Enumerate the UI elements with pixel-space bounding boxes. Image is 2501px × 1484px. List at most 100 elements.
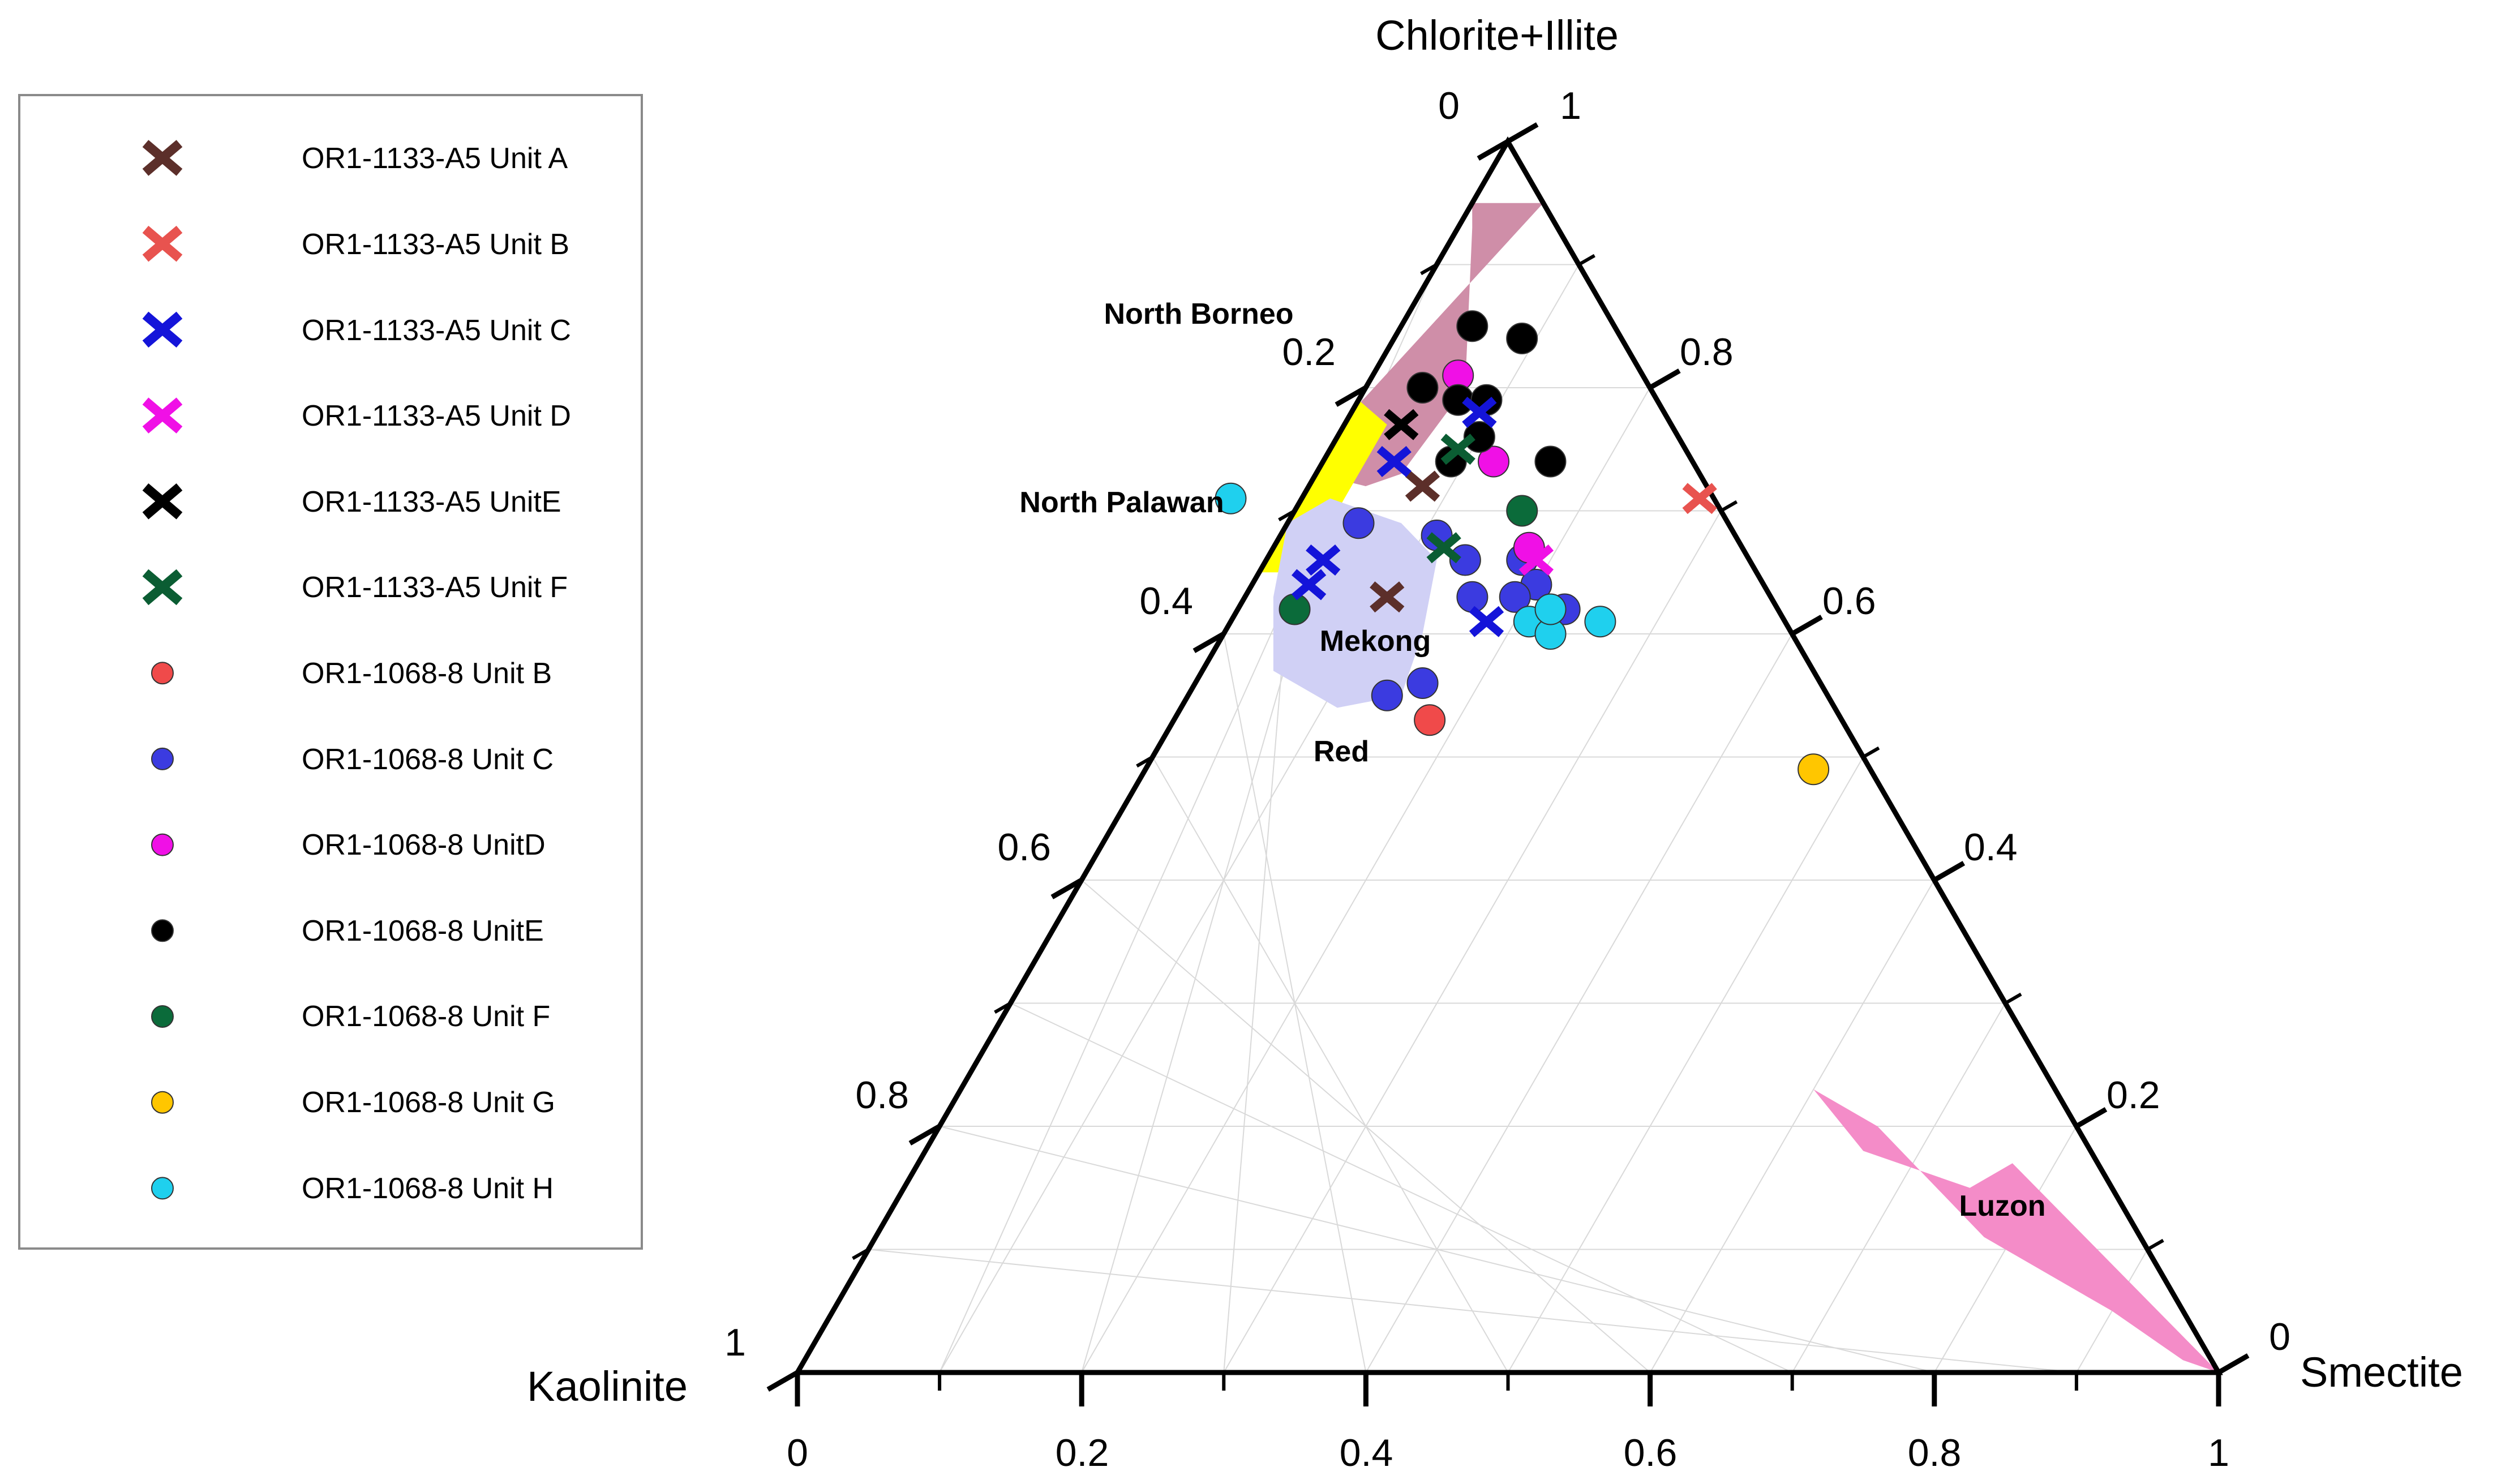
x-marker-stroke	[142, 397, 183, 434]
left-tick	[1477, 139, 1509, 161]
legend-entry-label: OR1-1133-A5 Unit B	[302, 228, 569, 261]
data-points	[1215, 310, 1830, 786]
grid-line	[1152, 756, 1509, 1373]
data-point-x	[1682, 483, 1717, 514]
region-label-red: Red	[1314, 735, 1369, 768]
data-point-x	[1469, 606, 1504, 637]
right-tick	[1648, 368, 1681, 390]
grid	[868, 264, 2148, 1373]
left-tick	[994, 1001, 1011, 1014]
bottom-tick-label: 1	[2208, 1431, 2229, 1474]
legend-entry-label: OR1-1133-A5 UnitE	[302, 486, 561, 518]
bottom-tick-label: 0.6	[1624, 1431, 1678, 1474]
left-tick	[1192, 632, 1225, 653]
legend-entry-label: OR1-1133-A5 Unit F	[302, 571, 568, 604]
left-tick-label: 1	[724, 1321, 746, 1364]
left-tick-label: 0.6	[997, 826, 1051, 869]
x-marker-stroke	[1440, 434, 1475, 465]
legend-entry-label: OR1-1068-8 Unit F	[302, 1000, 550, 1033]
right-corner-tick-label: 0	[2269, 1315, 2290, 1358]
top-left-tick-label: 0	[1438, 84, 1460, 127]
data-point-circle	[1506, 323, 1538, 354]
region-label-luzon: Luzon	[1959, 1190, 2045, 1223]
legend-marker-x	[142, 569, 183, 606]
data-point-circle	[1456, 310, 1488, 342]
legend-markers	[142, 140, 183, 1200]
left-tick	[766, 1370, 799, 1392]
right-tick	[2217, 1353, 2250, 1375]
right-tick	[1578, 254, 1595, 267]
legend-entry-label: OR1-1133-A5 Unit A	[302, 142, 568, 175]
x-marker-stroke	[1426, 532, 1461, 564]
left-tick	[1050, 878, 1083, 899]
x-marker-stroke	[142, 483, 183, 520]
data-point-x	[1376, 445, 1412, 478]
region-label-north-palawan: North Palawan	[1019, 486, 1224, 519]
right-tick	[1933, 861, 1966, 882]
bottom-tick-label: 0.8	[1908, 1431, 1962, 1474]
data-point-x	[1292, 569, 1327, 601]
x-marker-stroke	[1384, 409, 1419, 440]
x-marker-stroke	[142, 311, 183, 348]
x-marker-stroke	[142, 140, 183, 176]
legend: OR1-1133-A5 Unit A OR1-1133-A5 Unit B OR…	[18, 94, 643, 1250]
left-tick	[1278, 509, 1295, 522]
legend-box	[18, 94, 643, 1250]
legend-marker-circle	[151, 747, 174, 770]
top-right-tick-label: 1	[1560, 84, 1581, 127]
legend-entry-label: OR1-1068-8 Unit H	[302, 1172, 554, 1205]
right-tick-label: 0.8	[1680, 331, 1734, 374]
x-marker-stroke	[1370, 581, 1405, 613]
left-tick-label: 0.8	[855, 1074, 909, 1117]
data-point-circle	[1342, 507, 1375, 539]
data-point-circle	[1406, 667, 1439, 699]
right-tick	[1720, 500, 1738, 513]
data-point-circle	[1506, 495, 1538, 527]
region-polygons	[1259, 203, 2219, 1373]
data-point-circle	[1584, 606, 1616, 638]
data-point-x	[1440, 434, 1475, 465]
data-point-circle	[1798, 753, 1830, 786]
grid-line	[1223, 511, 1722, 1373]
legend-marker-x	[142, 311, 183, 348]
bottom-tick-label: 0.4	[1340, 1431, 1393, 1474]
data-point-circle	[1499, 581, 1531, 613]
left-tick	[908, 1124, 941, 1146]
data-point-circle	[1414, 704, 1446, 736]
x-marker-stroke	[1518, 544, 1554, 576]
grid-line	[1649, 880, 1935, 1373]
right-tick	[1791, 615, 1823, 636]
grid-line	[1791, 1003, 2006, 1373]
x-marker-stroke	[142, 569, 183, 606]
x-marker-stroke	[1462, 396, 1497, 428]
right-tick	[2146, 1238, 2164, 1251]
legend-marker-circle	[151, 1091, 174, 1114]
legend-entry-label: OR1-1133-A5 Unit D	[302, 400, 571, 432]
data-point-circle	[1449, 544, 1481, 576]
data-point-x	[1462, 396, 1497, 428]
data-point-x	[1306, 544, 1341, 576]
left-axis-title: Kaolinite	[527, 1363, 688, 1410]
left-tick-label: 0.2	[1282, 331, 1336, 374]
legend-entry-label: OR1-1068-8 Unit B	[302, 657, 552, 690]
right-tick-label: 0.2	[2107, 1074, 2160, 1117]
legend-marker-x	[142, 397, 183, 434]
data-point-x	[1426, 532, 1461, 564]
x-marker-stroke	[1292, 569, 1327, 601]
x-marker-stroke	[1469, 606, 1504, 637]
region-luzon	[1813, 1089, 2219, 1373]
data-point-circle	[1215, 482, 1247, 514]
grid-line	[1507, 757, 1864, 1373]
legend-entry-label: OR1-1068-8 UnitE	[302, 915, 544, 947]
data-point-circle	[1406, 372, 1439, 404]
legend-entry-label: OR1-1068-8 UnitD	[302, 829, 546, 861]
data-point-circle	[1456, 581, 1488, 613]
left-tick	[1420, 263, 1438, 276]
data-point-x	[1405, 470, 1440, 502]
data-point-circle	[1478, 445, 1510, 478]
top-axis-title: Chlorite+Illite	[1375, 12, 1619, 59]
legend-marker-circle	[151, 662, 174, 685]
right-axis-title: Smectite	[2300, 1349, 2463, 1396]
data-point-circle	[1371, 679, 1403, 711]
